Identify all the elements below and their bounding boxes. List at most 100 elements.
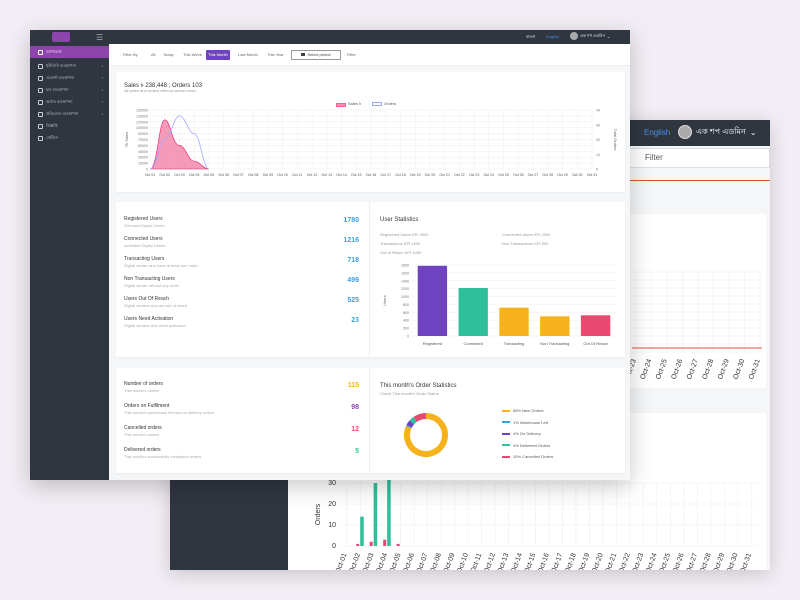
sidebar: ড্যাশবোর্ড ইউডিসি ব্যবস্থাপনা › এজেন্ট ব্…	[30, 44, 109, 480]
stat-title: Delivered orders	[124, 447, 161, 453]
pie-slice[interactable]	[409, 416, 417, 425]
dashboard-window: ☰ বাংলা English এক শপ এডমিন ⌄ ড্যাশবোর্ড…	[30, 30, 630, 480]
pie-slice[interactable]	[405, 424, 412, 429]
x-tick-label: Oct-13	[497, 552, 511, 570]
y-tick-label: 400	[403, 319, 409, 323]
user-stats-card: Registered Users Onboard Digital Center 17…	[116, 202, 625, 357]
stat-value: 98	[351, 404, 359, 411]
bar	[383, 539, 387, 546]
stat-title: Connected Users	[124, 236, 163, 242]
x-tick-label: Oct-14	[510, 552, 524, 570]
back-language-link[interactable]: English	[644, 128, 671, 137]
y-tick-label: 105000	[136, 126, 148, 130]
x-tick-label: Oct-26	[671, 358, 685, 380]
sidebar-item-reports[interactable]: প্রতিবেদন ব্যবস্থাপনা ›	[30, 108, 109, 120]
sidebar-item-label: হাব ব্যবস্থাপনা	[46, 87, 69, 92]
order-stat-row: Delivered orders This month's successfull…	[124, 447, 359, 459]
x-tick-label: Oct 10	[277, 173, 288, 177]
filter-by-label: Filter By	[123, 52, 138, 57]
x-tick-label: Oct-29	[712, 552, 726, 570]
x-tick-label: Oct 03	[174, 173, 185, 177]
user-name: এক শপ এডমিন	[580, 32, 605, 38]
bar[interactable]	[540, 316, 570, 336]
legend-label: 10% Cancelled Orders	[513, 454, 554, 459]
legend-swatch	[502, 409, 510, 412]
sidebar-item-hub[interactable]: হাব ব্যবস্থাপনা ›	[30, 84, 109, 96]
sidebar-item-settings[interactable]: সেটিংস	[30, 132, 109, 144]
user-menu[interactable]: এক শপ এডমিন ⌄	[570, 32, 610, 40]
language-bangla[interactable]: বাংলা	[526, 34, 536, 39]
y-tick-label: 1000	[401, 295, 409, 299]
sidebar-item-notification[interactable]: বিজ্ঞপ্তি	[30, 120, 109, 132]
legend-swatch	[336, 102, 346, 107]
x-tick-label: Oct-23	[632, 552, 646, 570]
bar[interactable]	[417, 265, 448, 336]
stat-value: 525	[347, 297, 359, 304]
x-tick-label: Registered	[423, 341, 442, 346]
filter-button[interactable]: Filter	[347, 52, 356, 57]
stat-title: Transacting Users	[124, 256, 165, 262]
y-tick-label: 0	[407, 335, 409, 339]
pie-slice[interactable]	[404, 413, 448, 457]
tab-this-week[interactable]: This Week	[183, 52, 202, 57]
x-tick-label: Oct-30	[726, 552, 740, 570]
y2-tick-label: 10	[596, 153, 600, 157]
kpi-text: Registered Users KPI 3000	[380, 232, 429, 237]
user-statistics-title: User Statistics	[380, 217, 419, 223]
stat-subtitle: This month's successfully completed orde…	[124, 454, 202, 459]
sidebar-item-agent[interactable]: এজেন্ট ব্যবস্থাপনা ›	[30, 72, 109, 84]
x-tick-label: Oct 12	[307, 173, 318, 177]
sidebar-item-orders[interactable]: অর্ডার ব্যবস্থাপনা ›	[30, 96, 109, 108]
y-tick-label: 75000	[138, 138, 148, 142]
kpi-text: Transactions KPI 1500	[380, 241, 421, 246]
stat-title: Registered Users	[124, 216, 163, 222]
x-tick-label: Oct-06	[402, 552, 416, 570]
language-english[interactable]: English	[546, 34, 560, 39]
donut-legend-item: 10% Cancelled Orders	[502, 454, 553, 459]
pie-slice[interactable]	[406, 420, 415, 428]
tab-last-month[interactable]: Last Month	[238, 52, 258, 57]
back-filter-button[interactable]: Filter	[645, 153, 663, 162]
y-tick-label: 20	[328, 501, 336, 508]
sidebar-item-dashboard[interactable]: ড্যাশবোর্ড	[30, 46, 109, 58]
sales-subtitle: All sales and orders without cancel orde…	[124, 88, 197, 93]
legend-label: 4% On Delivery	[513, 431, 541, 436]
y-axis-label: Orders	[315, 503, 322, 525]
back-user-menu[interactable]: এক শপ এডমিন ⌄	[678, 125, 756, 139]
stat-title: Cancelled orders	[124, 425, 162, 431]
x-tick-label: Oct 31	[587, 173, 598, 177]
order-stat-row: Orders on Fulfilment This month's warehou…	[124, 403, 359, 415]
tab-this-year[interactable]: This Year	[267, 52, 284, 57]
x-tick-label: Oct-11	[470, 552, 484, 570]
stat-value: 23	[351, 317, 359, 324]
order-statistics-subtitle: Check This month's Order Status	[380, 391, 439, 396]
bar[interactable]	[458, 288, 488, 336]
x-tick-label: Oct 25	[498, 173, 509, 177]
tab-today[interactable]: Today	[163, 52, 174, 57]
chevron-right-icon: ›	[101, 75, 103, 80]
x-tick-label: Oct-28	[699, 552, 713, 570]
order-stats-card: Number of orders This month's orders 115 Or…	[116, 368, 625, 473]
x-tick-label: Oct 14	[336, 173, 347, 177]
tab-this-month[interactable]: This Month	[206, 50, 230, 60]
hamburger-icon[interactable]: ☰	[96, 33, 104, 42]
select-period-button[interactable]: Select period	[291, 50, 341, 60]
x-tick-label: Oct-27	[685, 552, 699, 570]
sidebar-item-udc[interactable]: ইউডিসি ব্যবস্থাপনা ›	[30, 60, 109, 72]
bar[interactable]	[499, 307, 529, 336]
stat-subtitle: This month's orders	[124, 432, 159, 437]
y-tick-label: 10	[328, 522, 336, 529]
x-tick-label: Oct-07	[416, 552, 430, 570]
pie-slice[interactable]	[413, 413, 427, 422]
legend-orders[interactable]: Orders	[372, 101, 396, 106]
sidebar-item-label: এজেন্ট ব্যবস্থাপনা	[46, 75, 75, 80]
bar	[369, 541, 373, 546]
tab-all[interactable]: All	[151, 52, 156, 57]
x-tick-label: Oct 30	[572, 173, 583, 177]
bar[interactable]	[580, 315, 611, 336]
stat-subtitle: Digital center without any order	[124, 283, 180, 288]
kpi-text: Connected Users KPI 2000	[502, 232, 551, 237]
x-tick-label: Oct 04	[189, 173, 200, 177]
legend-sales[interactable]: Sales ৳	[336, 101, 361, 108]
order-statistics-title: This month's Order Statistics	[380, 383, 457, 389]
